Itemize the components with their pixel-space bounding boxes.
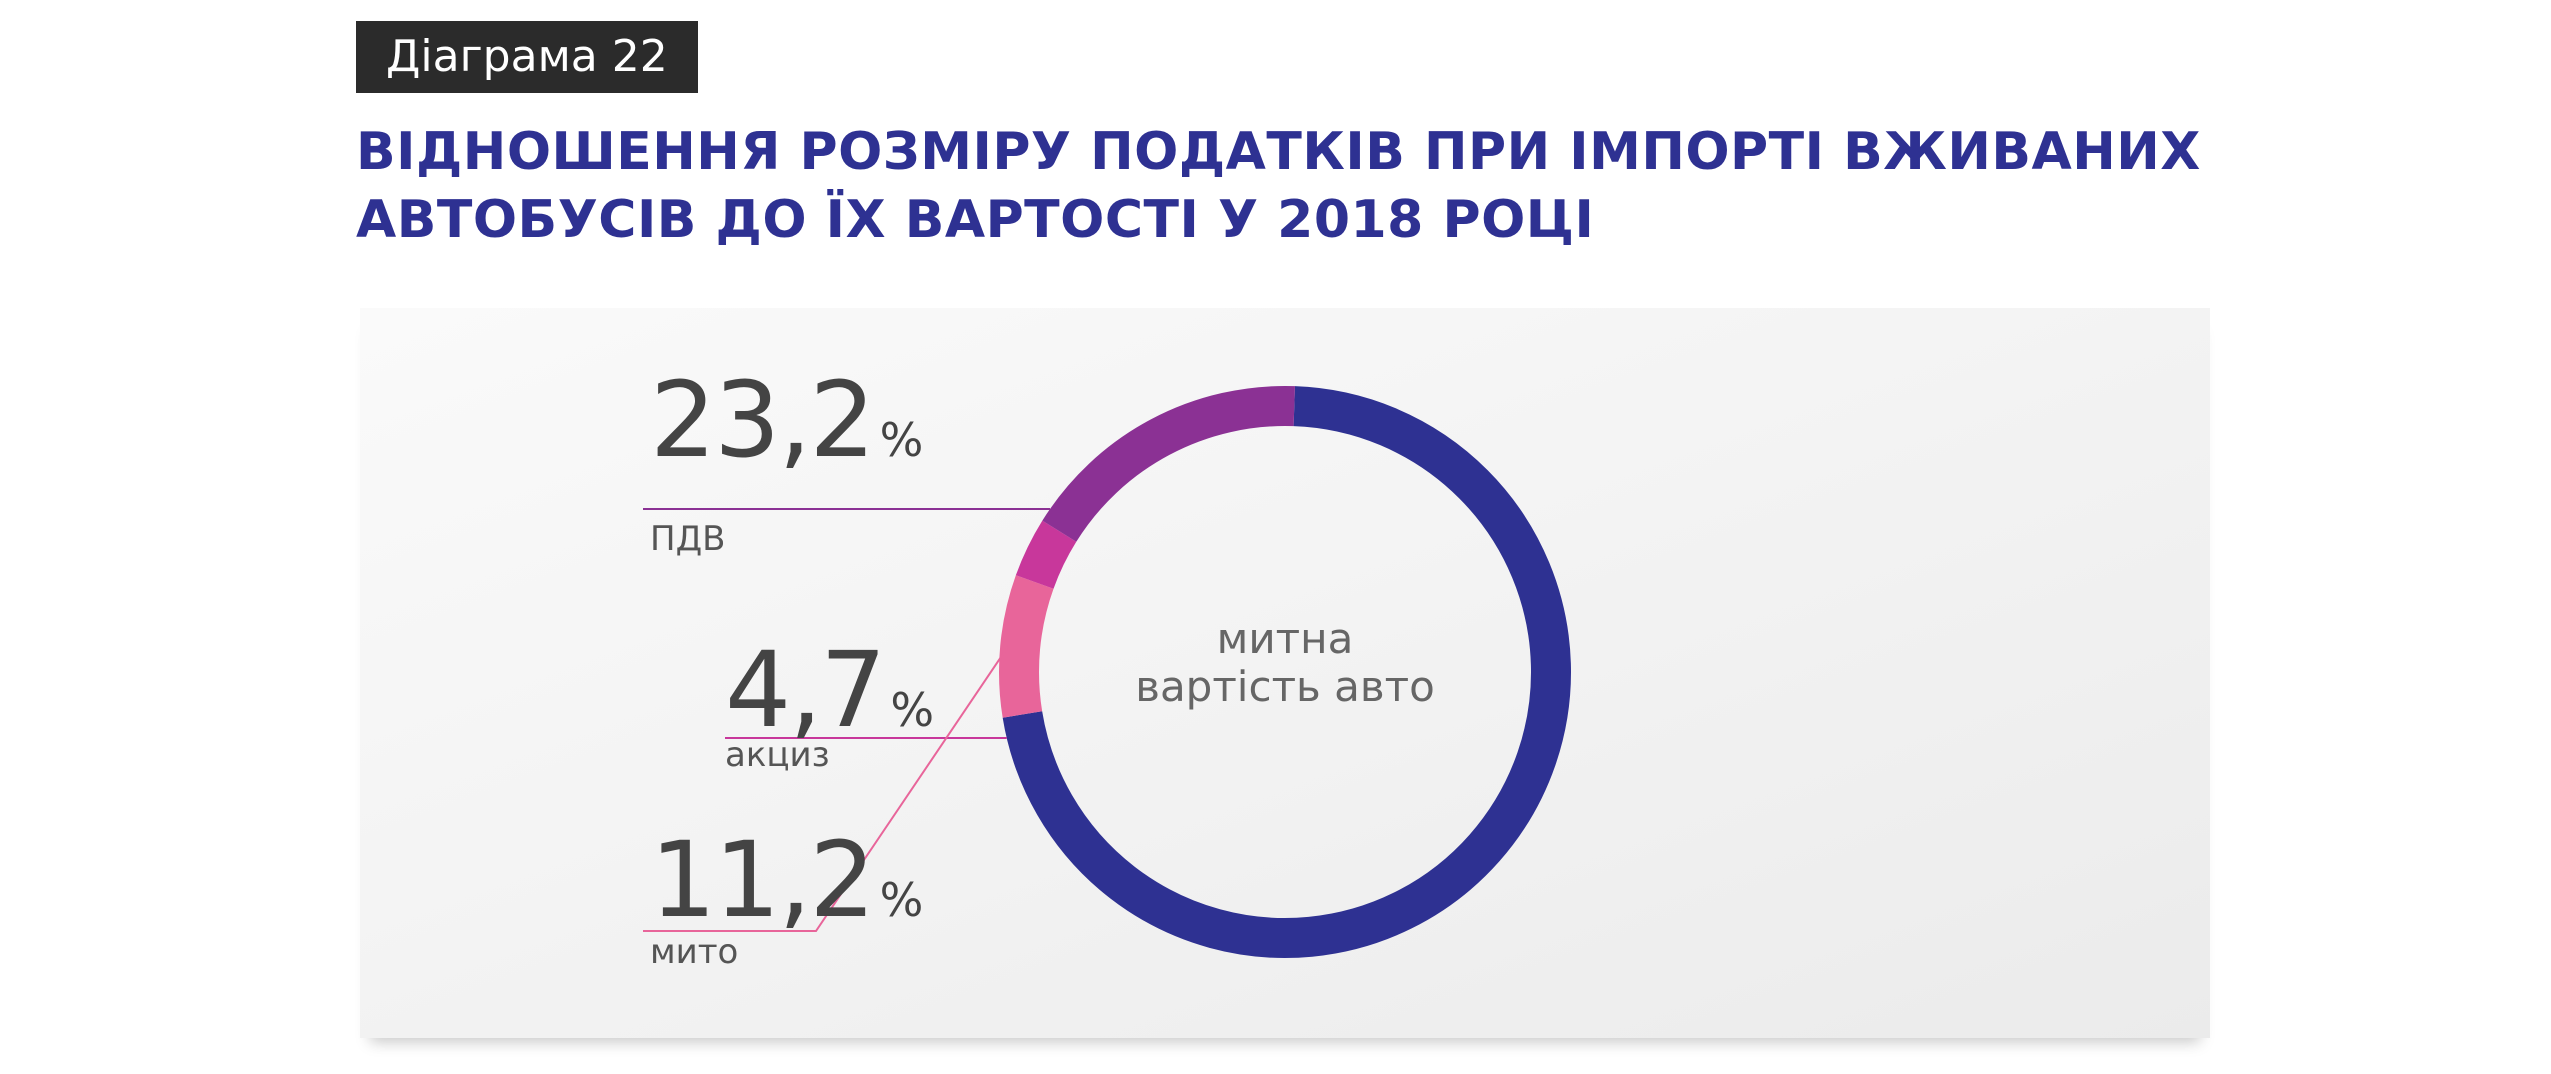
donut-slice-akcyz <box>1015 520 1077 590</box>
mito-name-label: мито <box>650 932 738 972</box>
pdv-value-label: 23,2% <box>650 359 923 481</box>
chart-title-line-2: АВТОБУСІВ ДО ЇХ ВАРТОСТІ У 2018 РОЦІ <box>356 190 1595 250</box>
pdv-name-label: ПДВ <box>650 519 725 559</box>
akcyz-unit: % <box>890 683 934 737</box>
donut-ring <box>999 386 1571 958</box>
pdv-unit: % <box>880 413 924 467</box>
center-label-line-1: митна <box>1217 614 1354 663</box>
chart-title: ВІДНОШЕННЯ РОЗМІРУ ПОДАТКІВ ПРИ ІМПОРТІ … <box>356 118 2256 254</box>
donut-slice-customs_value <box>1002 386 1571 958</box>
donut-slice-pdv <box>1042 386 1295 542</box>
akcyz-value-label: 4,7% <box>725 629 934 751</box>
akcyz-value: 4,7 <box>725 629 884 751</box>
mito-value: 11,2 <box>650 819 874 941</box>
chart-title-line-1: ВІДНОШЕННЯ РОЗМІРУ ПОДАТКІВ ПРИ ІМПОРТІ … <box>356 122 2201 182</box>
mito-unit: % <box>880 873 924 927</box>
donut-chart: 23,2% ПДВ 4,7% акциз 11,2% мито митна ва… <box>643 359 1571 972</box>
center-label-line-2: вартість авто <box>1135 662 1435 711</box>
chart-panel: 23,2% ПДВ 4,7% акциз 11,2% мито митна ва… <box>360 308 2210 1038</box>
slice-labels: 23,2% ПДВ 4,7% акциз 11,2% мито митна ва… <box>650 359 1435 972</box>
akcyz-name-label: акциз <box>725 735 830 775</box>
mito-value-label: 11,2% <box>650 819 923 941</box>
donut-slice-mito <box>999 575 1054 718</box>
pdv-value: 23,2 <box>650 359 874 481</box>
leader-line-mito <box>643 645 1010 932</box>
diagram-number-badge: Діаграма 22 <box>356 21 698 93</box>
leader-lines <box>643 508 1050 932</box>
